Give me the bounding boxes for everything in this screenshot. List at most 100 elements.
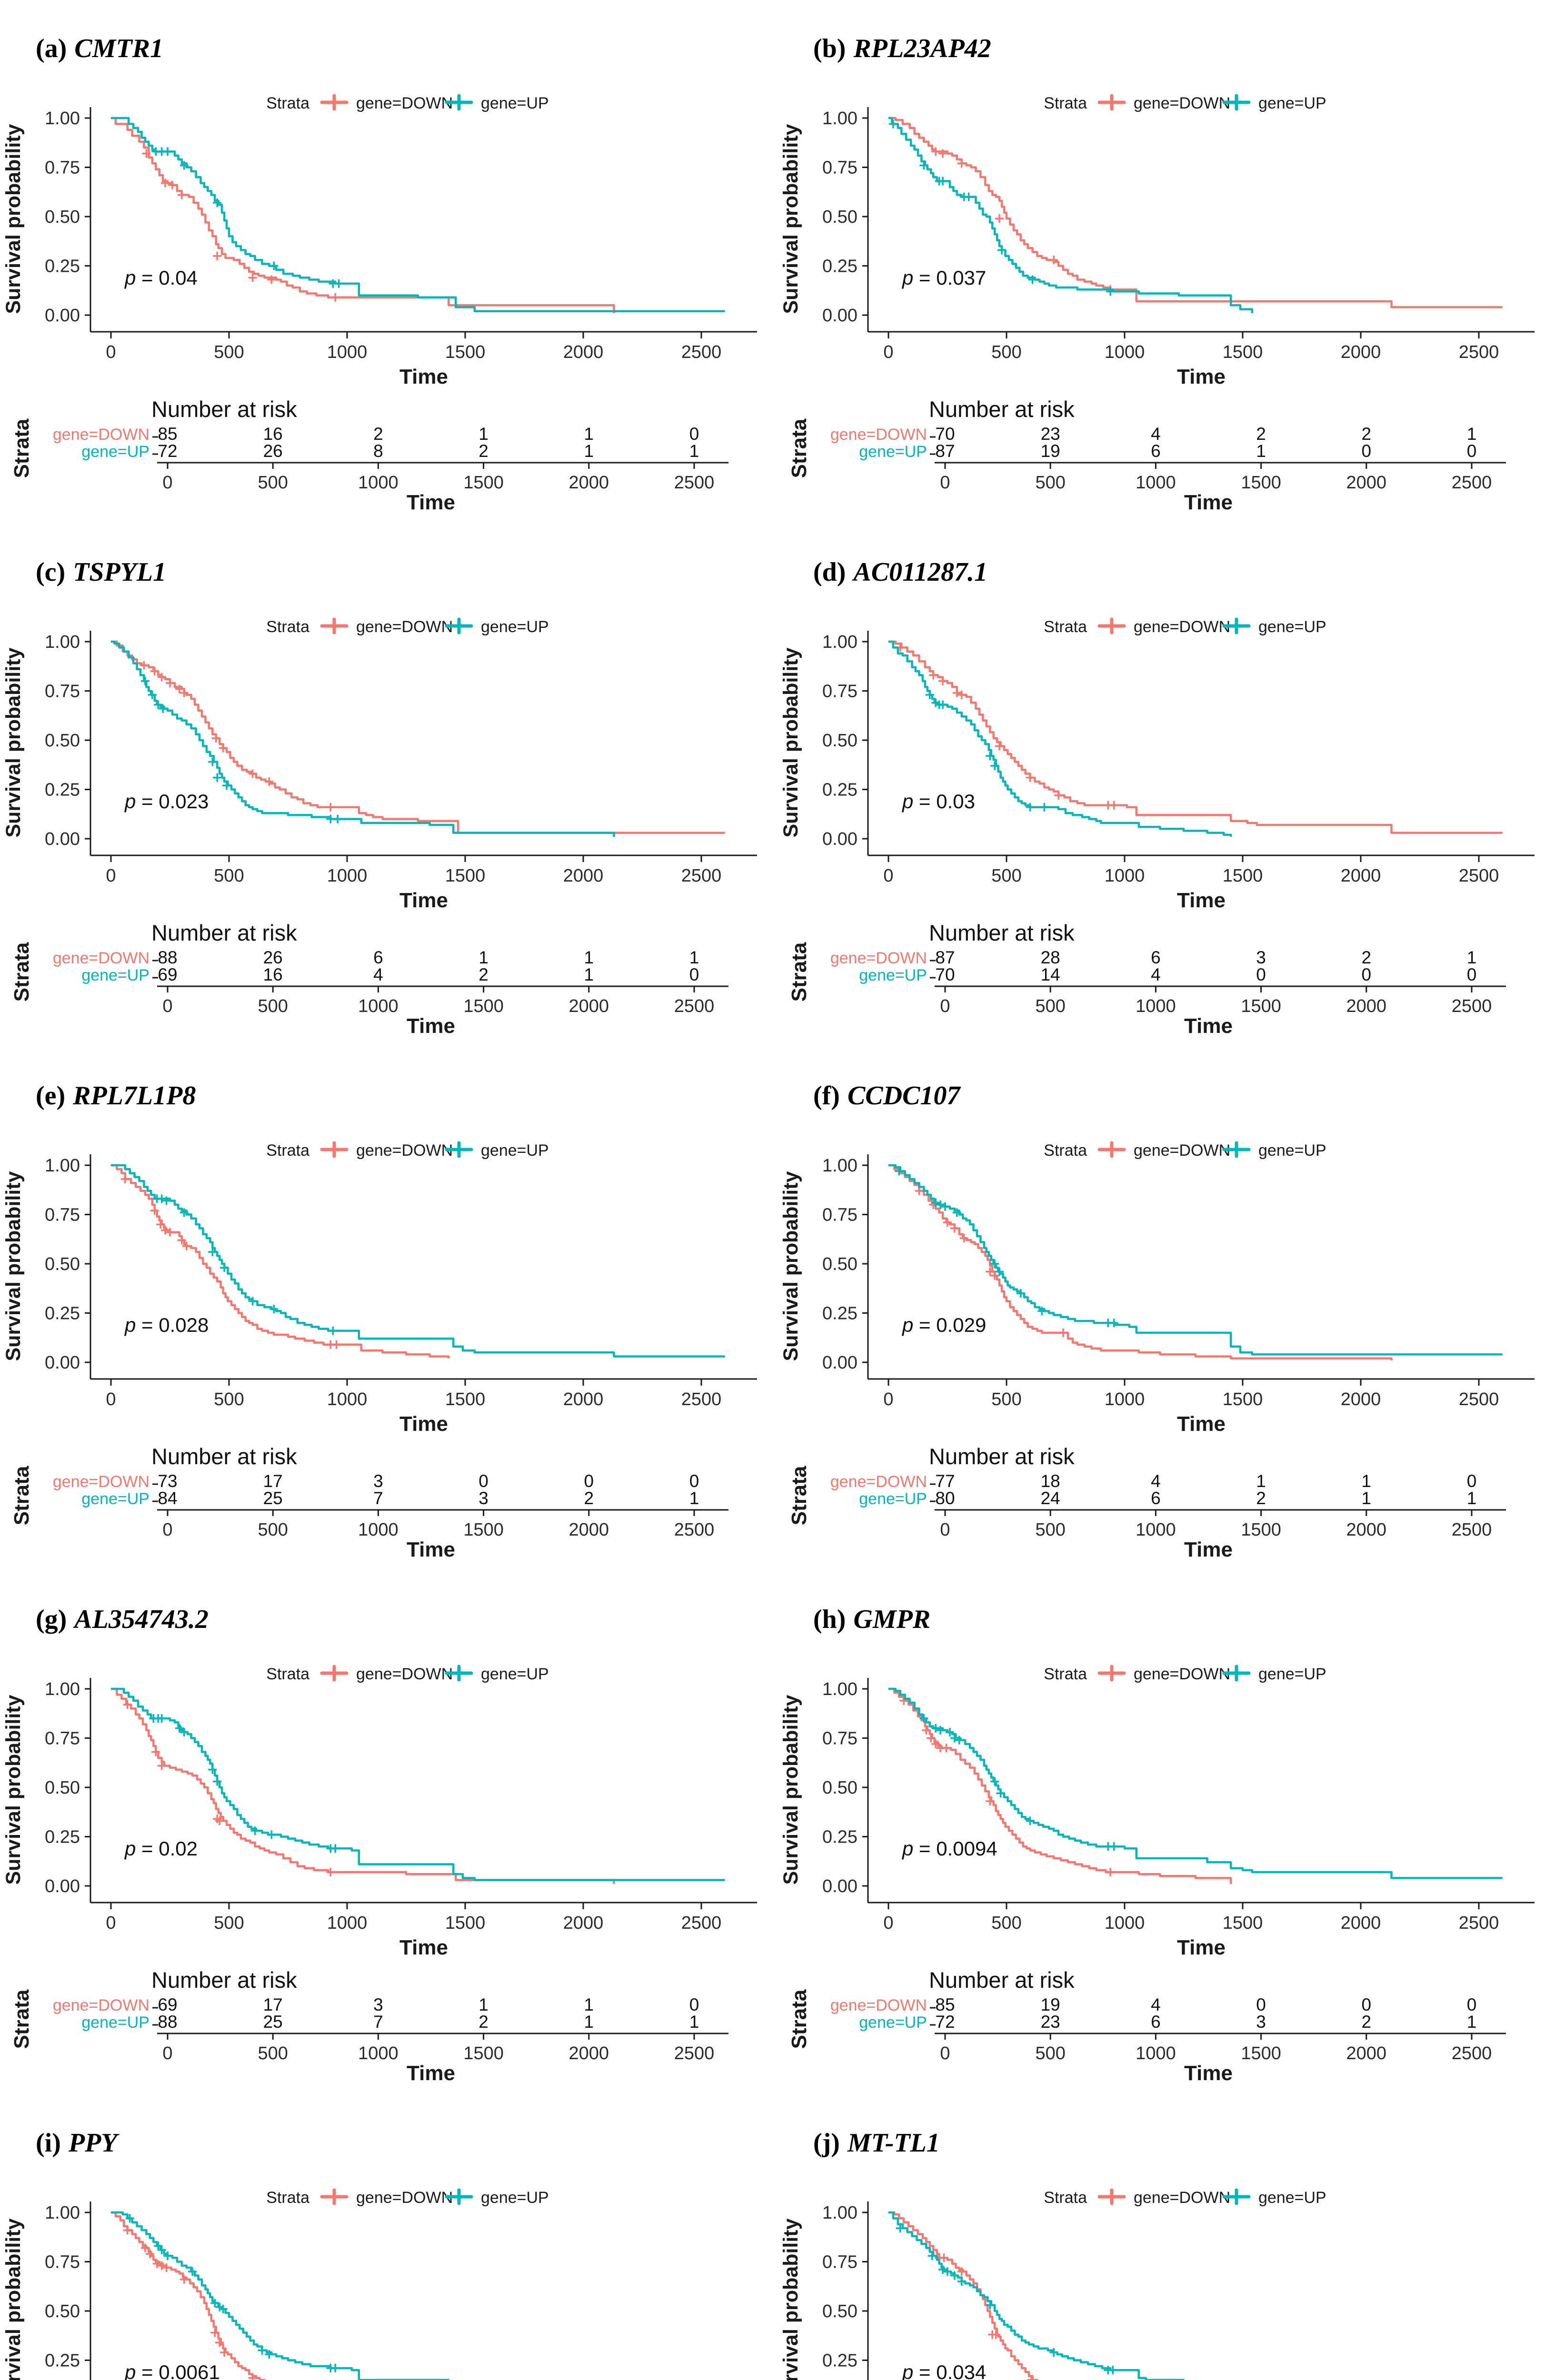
- km-panel-h: (h) GMPR Strata gene=DOWN gene=UP Surviva…: [778, 1571, 1555, 2094]
- legend-marker-down-icon: [1097, 1141, 1126, 1158]
- risk-row-label-up: gene=UP: [81, 2013, 150, 2032]
- panel-gene-name: RPL23AP42: [853, 34, 991, 63]
- risk-count: 1: [689, 441, 699, 461]
- x-tick-label: 1500: [445, 866, 486, 886]
- legend-title: Strata: [1044, 94, 1087, 112]
- km-curve-up: [111, 117, 725, 312]
- x-tick-label: 2500: [1459, 342, 1499, 362]
- legend: Strata gene=DOWN gene=UP: [266, 617, 549, 636]
- strata-axis-label: Strata: [10, 1989, 33, 2049]
- km-panel-j: (j) MT-TL1 Strata gene=DOWN gene=UP Survi…: [778, 2094, 1555, 2380]
- x-tick-label: 1000: [1105, 1389, 1145, 1409]
- risk-count: 2: [373, 424, 383, 444]
- y-tick-label: 0.75: [45, 682, 80, 702]
- y-tick-label: 1.00: [822, 1156, 857, 1176]
- p-value: p = 0.0094: [901, 1837, 997, 1860]
- risk-table-title: Number at risk: [929, 1967, 1075, 1993]
- km-panel-svg: (e) RPL7L1P8 Strata gene=DOWN gene=UP Sur…: [2, 1081, 757, 1561]
- risk-x-tick-label: 1000: [358, 996, 399, 1016]
- panel-title: (j) MT-TL1: [813, 2128, 940, 2158]
- risk-count: 1: [1362, 1471, 1372, 1491]
- risk-count: 2: [1256, 424, 1266, 444]
- risk-count: 85: [935, 1995, 955, 2014]
- km-panel-svg: (g) AL354743.2 Strata gene=DOWN gene=UP S…: [2, 1605, 757, 2085]
- panel-gene-name: RPL7L1P8: [72, 1081, 196, 1111]
- risk-count: 1: [1467, 424, 1477, 444]
- risk-count: 4: [373, 965, 383, 984]
- risk-row-label-up: gene=UP: [859, 443, 927, 461]
- y-tick-label: 0.75: [45, 1205, 80, 1225]
- risk-count: 1: [584, 965, 594, 984]
- risk-x-tick-label: 0: [940, 2043, 950, 2063]
- x-tick-label: 500: [991, 866, 1021, 886]
- panel-tag: (h): [813, 1605, 846, 1634]
- risk-x-axis-label: Time: [1184, 491, 1233, 514]
- risk-table-title: Number at risk: [929, 397, 1075, 422]
- km-panel-f: (f) CCDC107 Strata gene=DOWN gene=UP Surv…: [778, 1047, 1555, 1571]
- risk-x-tick-label: 1500: [1241, 473, 1281, 493]
- risk-x-tick-label: 2500: [1452, 473, 1492, 493]
- legend-marker-down-icon: [320, 94, 349, 111]
- risk-count: 70: [935, 965, 955, 984]
- y-tick-label: 0.25: [822, 2351, 857, 2371]
- legend-marker-up-icon: [445, 1665, 473, 1682]
- p-value: p = 0.037: [901, 267, 986, 289]
- x-tick-label: 1000: [1105, 866, 1145, 886]
- y-tick-label: 0.50: [822, 1778, 857, 1798]
- y-tick-label: 1.00: [45, 1156, 80, 1176]
- p-value-text: = 0.0061: [136, 2361, 219, 2380]
- risk-row-label-down: gene=DOWN: [830, 1996, 927, 2014]
- legend-label-up: gene=UP: [481, 1141, 549, 1160]
- y-tick-label: 0.50: [45, 1778, 80, 1798]
- risk-count: 69: [158, 1995, 177, 2014]
- risk-table: Number at risk Strata gene=DOWN gene=UP …: [10, 920, 728, 1038]
- legend-label-up: gene=UP: [1258, 1665, 1326, 1683]
- y-axis-label: Survival probability: [779, 2218, 802, 2380]
- legend-title: Strata: [1044, 618, 1087, 636]
- y-axis-label: Survival probability: [779, 1695, 802, 1884]
- panel-tag: (a): [36, 34, 67, 63]
- risk-count: 4: [1151, 1471, 1161, 1491]
- p-symbol: p: [124, 1837, 136, 1860]
- plot-area: 0.00 0.25 0.50 0.75 1.00 0 500 1000 1500 2000 2500: [822, 1678, 1535, 1933]
- risk-count: 84: [158, 1488, 177, 1508]
- y-tick-label: 0.00: [45, 306, 80, 326]
- risk-x-tick-label: 2000: [1346, 996, 1387, 1016]
- p-value: p = 0.03: [901, 790, 975, 813]
- risk-x-tick-label: 1500: [1241, 1520, 1281, 1540]
- legend-label-down: gene=DOWN: [1134, 1141, 1230, 1160]
- p-symbol: p: [124, 267, 136, 289]
- y-tick-label: 0.75: [822, 1205, 857, 1225]
- x-axis-label: Time: [399, 1412, 448, 1436]
- risk-table-values: 70 23 4 2 2 187 19 6 1 0 00 500 1000 1500 2000 2500: [930, 424, 1506, 493]
- risk-table-title: Number at risk: [929, 920, 1075, 945]
- x-axis-label: Time: [399, 365, 448, 388]
- plot-area: 0.00 0.25 0.50 0.75 1.00 0 500 1000 1500 2000 2500: [822, 1154, 1535, 1409]
- x-axis-label: Time: [399, 1936, 448, 1959]
- panel-title: (f) CCDC107: [813, 1081, 961, 1111]
- y-tick-label: 0.00: [822, 829, 857, 849]
- x-tick-label: 0: [883, 342, 893, 362]
- km-panel-svg: (a) CMTR1 Strata gene=DOWN gene=UP Surviv…: [2, 34, 757, 514]
- risk-x-tick-label: 1000: [1136, 2043, 1176, 2063]
- legend-marker-down-icon: [1097, 1665, 1126, 1682]
- x-tick-label: 0: [106, 1913, 116, 1933]
- legend-label-up: gene=UP: [1258, 94, 1326, 112]
- risk-x-tick-label: 2500: [674, 1520, 715, 1540]
- p-value: p = 0.04: [124, 267, 198, 289]
- x-tick-label: 2000: [563, 1389, 604, 1409]
- risk-x-axis-label: Time: [407, 1538, 455, 1561]
- risk-x-tick-label: 0: [162, 473, 172, 493]
- risk-x-tick-label: 1500: [1241, 996, 1281, 1016]
- km-panel-c: (c) TSPYL1 Strata gene=DOWN gene=UP Survi…: [0, 524, 778, 1047]
- x-axis-label: Time: [1177, 1936, 1226, 1959]
- legend-label-up: gene=UP: [481, 1665, 549, 1683]
- legend: Strata gene=DOWN gene=UP: [1044, 617, 1326, 636]
- risk-count: 2: [584, 1488, 594, 1508]
- y-tick-label: 0.00: [822, 1353, 857, 1373]
- p-value: p = 0.0061: [124, 2361, 220, 2380]
- p-symbol: p: [124, 790, 136, 813]
- risk-table-title: Number at risk: [151, 397, 297, 422]
- km-panel-e: (e) RPL7L1P8 Strata gene=DOWN gene=UP Sur…: [0, 1047, 778, 1571]
- panel-tag: (j): [813, 2128, 840, 2158]
